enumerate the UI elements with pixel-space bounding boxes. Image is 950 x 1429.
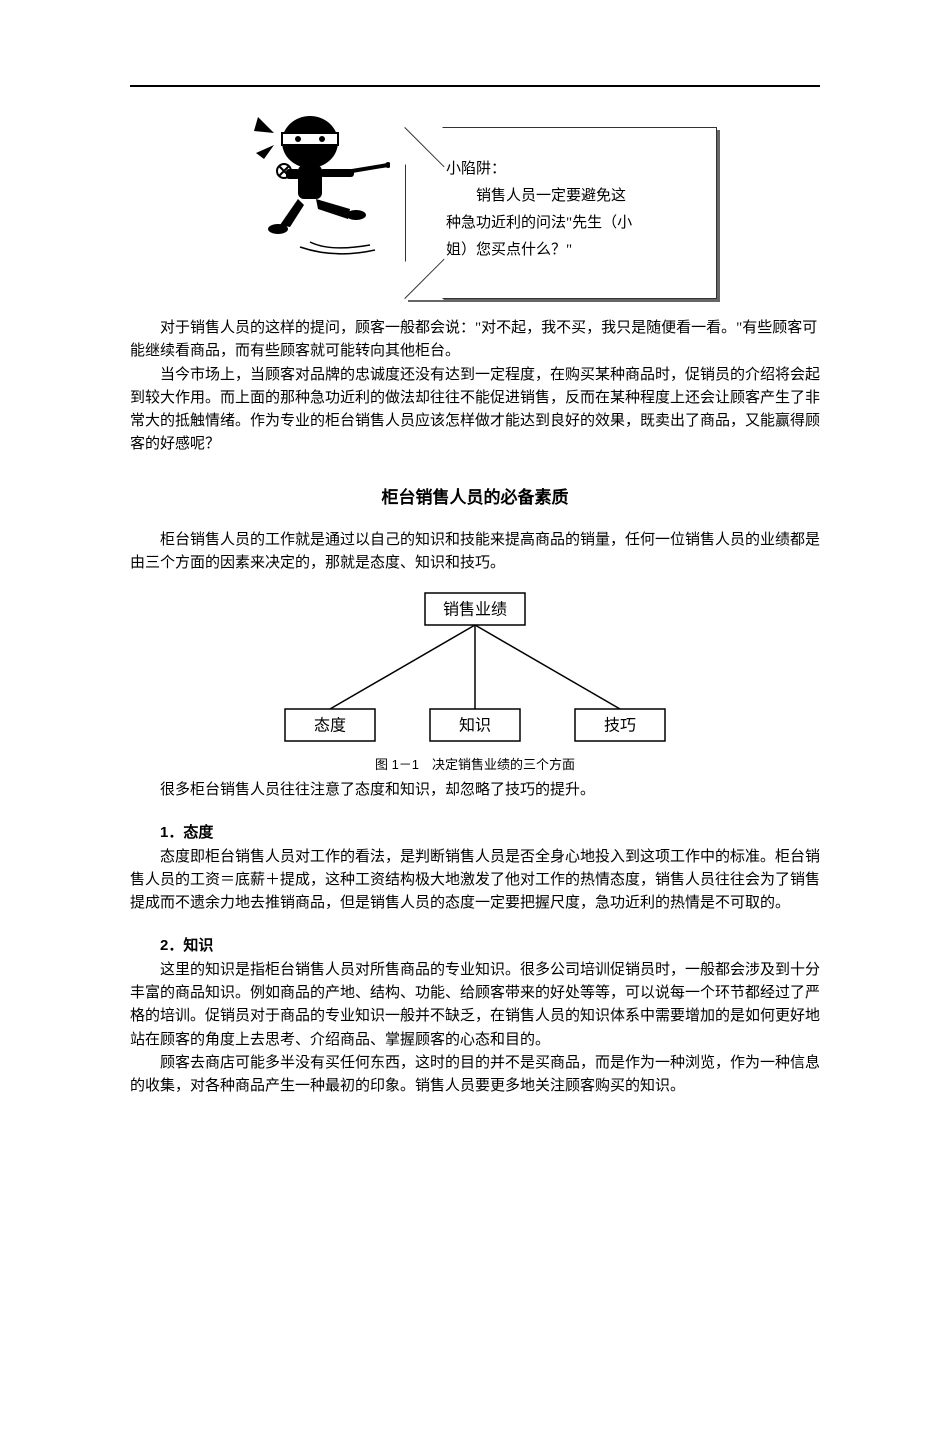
- diagram-caption: 图 1－1 决定销售业绩的三个方面: [130, 755, 820, 775]
- diagram-line-left: [330, 625, 475, 709]
- subhead-attitude: 1．态度: [130, 821, 820, 844]
- callout-line-2: 种急功近利的问法"先生（小: [446, 210, 694, 237]
- section-title: 柜台销售人员的必备素质: [130, 485, 820, 511]
- callout-line-1: 销售人员一定要避免这: [446, 183, 694, 210]
- callout-region: 小陷阱： 销售人员一定要避免这 种急功近利的问法"先生（小 姐）您买点什么？": [130, 107, 820, 317]
- callout-content: 小陷阱： 销售人员一定要避免这 种急功近利的问法"先生（小 姐）您买点什么？": [406, 128, 716, 274]
- callout-title: 小陷阱：: [446, 156, 694, 183]
- diagram-top-label: 销售业绩: [443, 601, 507, 619]
- diagram-right-label: 技巧: [604, 717, 636, 735]
- performance-diagram: 销售业绩态度 知识 技巧: [275, 589, 675, 749]
- top-divider: [130, 85, 820, 87]
- diagram-line-right: [475, 625, 620, 709]
- page: 小陷阱： 销售人员一定要避免这 种急功近利的问法"先生（小 姐）您买点什么？" …: [0, 85, 950, 1429]
- callout-tail-cut: [404, 260, 444, 300]
- body-text: 对于销售人员的这样的提问，顾客一般都会说："对不起，我不买，我只是随便看一看。"…: [130, 317, 820, 1098]
- after-diagram-paragraph: 很多柜台销售人员往往注意了态度和知识，却忽略了技巧的提升。: [130, 779, 820, 802]
- intro-paragraph: 柜台销售人员的工作就是通过以自己的知识和技能来提高商品的销量，任何一位销售人员的…: [130, 529, 820, 576]
- knowledge-p1: 这里的知识是指柜台销售人员对所售商品的专业知识。很多公司培训促销员时，一般都会涉…: [130, 959, 820, 1052]
- paragraph-2: 当今市场上，当顾客对品牌的忠诚度还没有达到一定程度，在购买某种商品时，促销员的介…: [130, 364, 820, 457]
- paragraph-1: 对于销售人员的这样的提问，顾客一般都会说："对不起，我不买，我只是随便看一看。"…: [130, 317, 820, 364]
- subhead-knowledge: 2．知识: [130, 934, 820, 957]
- ninja-icon: [240, 107, 390, 257]
- diagram-left-label: 态度: [314, 717, 346, 735]
- callout-line-3: 姐）您买点什么？": [446, 237, 694, 264]
- callout-box: 小陷阱： 销售人员一定要避免这 种急功近利的问法"先生（小 姐）您买点什么？": [405, 127, 717, 299]
- diagram-mid-label: 知识: [459, 717, 491, 735]
- attitude-body: 态度即柜台销售人员对工作的看法，是判断销售人员是否全身心地投入到这项工作中的标准…: [130, 846, 820, 916]
- knowledge-p2: 顾客去商店可能多半没有买任何东西，这时的目的并不是买商品，而是作为一种浏览，作为…: [130, 1052, 820, 1099]
